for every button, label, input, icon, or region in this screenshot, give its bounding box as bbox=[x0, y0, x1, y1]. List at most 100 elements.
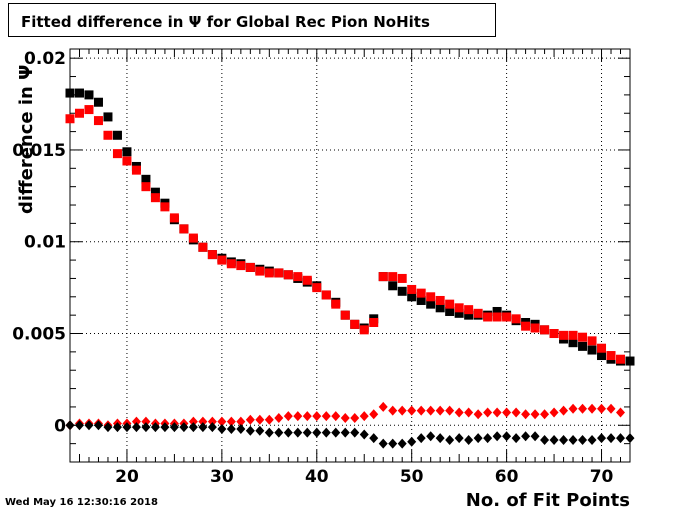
data-point-square bbox=[122, 147, 132, 157]
data-point-diamond bbox=[473, 433, 483, 444]
data-point-diamond bbox=[597, 403, 607, 414]
data-point-square bbox=[454, 308, 464, 318]
data-point-diamond bbox=[340, 412, 350, 423]
data-point-square bbox=[521, 321, 531, 331]
data-point-square bbox=[397, 273, 407, 283]
y-axis-label: difference in Ψ bbox=[16, 64, 37, 214]
data-point-square bbox=[445, 306, 455, 316]
data-point-diamond bbox=[264, 427, 274, 438]
data-point-square bbox=[549, 329, 559, 339]
data-point-square bbox=[416, 295, 426, 305]
y-tick-label: 0.02 bbox=[24, 49, 66, 69]
data-point-diamond bbox=[350, 427, 360, 438]
data-point-square bbox=[131, 165, 141, 175]
data-point-diamond bbox=[416, 433, 426, 444]
data-point-diamond bbox=[464, 434, 474, 445]
data-point-diamond bbox=[321, 427, 331, 438]
data-point-square bbox=[255, 266, 265, 276]
y-tick-label: 0 bbox=[54, 416, 66, 436]
data-point-diamond bbox=[65, 420, 75, 431]
data-point-square bbox=[141, 182, 151, 192]
data-point-diamond bbox=[122, 422, 132, 433]
data-point-square bbox=[388, 281, 398, 291]
data-point-square bbox=[616, 354, 626, 364]
data-point-diamond bbox=[492, 407, 502, 418]
data-point-square bbox=[530, 323, 540, 333]
data-point-diamond bbox=[84, 420, 94, 431]
data-point-diamond bbox=[378, 438, 388, 449]
data-point-diamond bbox=[464, 407, 474, 418]
data-point-square bbox=[112, 130, 122, 140]
data-point-diamond bbox=[435, 405, 445, 416]
data-point-diamond bbox=[445, 434, 455, 445]
data-point-diamond bbox=[255, 425, 265, 436]
data-point-diamond bbox=[245, 414, 255, 425]
data-point-diamond bbox=[350, 412, 360, 423]
data-point-diamond bbox=[483, 433, 493, 444]
data-point-diamond bbox=[568, 434, 578, 445]
data-point-diamond bbox=[426, 431, 436, 442]
data-point-square bbox=[445, 299, 455, 309]
data-point-diamond bbox=[283, 427, 293, 438]
data-point-square bbox=[160, 202, 170, 212]
data-point-diamond bbox=[188, 416, 198, 427]
data-point-diamond bbox=[179, 422, 189, 433]
data-point-square bbox=[84, 105, 94, 115]
data-point-square bbox=[587, 345, 597, 355]
data-point-diamond bbox=[606, 403, 616, 414]
data-point-diamond bbox=[625, 433, 635, 444]
data-point-square bbox=[492, 306, 502, 316]
data-point-square bbox=[492, 312, 502, 322]
data-point-diamond bbox=[302, 427, 312, 438]
data-point-square bbox=[302, 275, 312, 285]
data-point-diamond bbox=[426, 405, 436, 416]
data-point-square bbox=[274, 268, 284, 278]
data-point-square bbox=[103, 112, 113, 122]
data-point-diamond bbox=[226, 416, 236, 427]
data-point-diamond bbox=[236, 423, 246, 434]
data-point-square bbox=[435, 303, 445, 313]
x-tick-label: 30 bbox=[210, 467, 234, 487]
data-point-diamond bbox=[454, 433, 464, 444]
data-point-diamond bbox=[312, 427, 322, 438]
data-point-diamond bbox=[141, 422, 151, 433]
data-point-diamond bbox=[578, 434, 588, 445]
data-point-diamond bbox=[264, 414, 274, 425]
data-point-square bbox=[426, 299, 436, 309]
data-point-diamond bbox=[312, 411, 322, 422]
data-point-diamond bbox=[198, 416, 208, 427]
data-point-diamond bbox=[511, 407, 521, 418]
data-point-diamond bbox=[549, 434, 559, 445]
data-point-square bbox=[236, 261, 246, 271]
data-point-square bbox=[226, 259, 236, 269]
data-point-diamond bbox=[169, 422, 179, 433]
data-point-diamond bbox=[274, 427, 284, 438]
data-point-square bbox=[511, 314, 521, 324]
data-point-diamond bbox=[340, 427, 350, 438]
data-point-diamond bbox=[435, 433, 445, 444]
data-point-square bbox=[331, 299, 341, 309]
data-point-square bbox=[597, 351, 607, 361]
data-point-diamond bbox=[302, 411, 312, 422]
data-point-diamond bbox=[369, 409, 379, 420]
data-point-diamond bbox=[131, 422, 141, 433]
data-point-diamond bbox=[388, 438, 398, 449]
data-point-square bbox=[84, 90, 94, 100]
data-point-square bbox=[369, 317, 379, 327]
data-point-diamond bbox=[141, 416, 151, 427]
data-point-square bbox=[416, 288, 426, 298]
chart-title: Fitted difference in Ψ for Global Rec Pi… bbox=[21, 13, 430, 31]
x-tick-label: 50 bbox=[400, 467, 424, 487]
data-point-square bbox=[578, 332, 588, 342]
data-point-diamond bbox=[616, 407, 626, 418]
data-point-diamond bbox=[445, 405, 455, 416]
data-point-diamond bbox=[416, 405, 426, 416]
data-point-square bbox=[207, 250, 217, 260]
y-tick-label: 0.01 bbox=[24, 233, 66, 253]
data-point-square bbox=[568, 330, 578, 340]
data-point-diamond bbox=[331, 427, 341, 438]
data-point-diamond bbox=[388, 405, 398, 416]
data-point-diamond bbox=[321, 411, 331, 422]
data-point-diamond bbox=[226, 423, 236, 434]
data-point-square bbox=[74, 108, 84, 118]
